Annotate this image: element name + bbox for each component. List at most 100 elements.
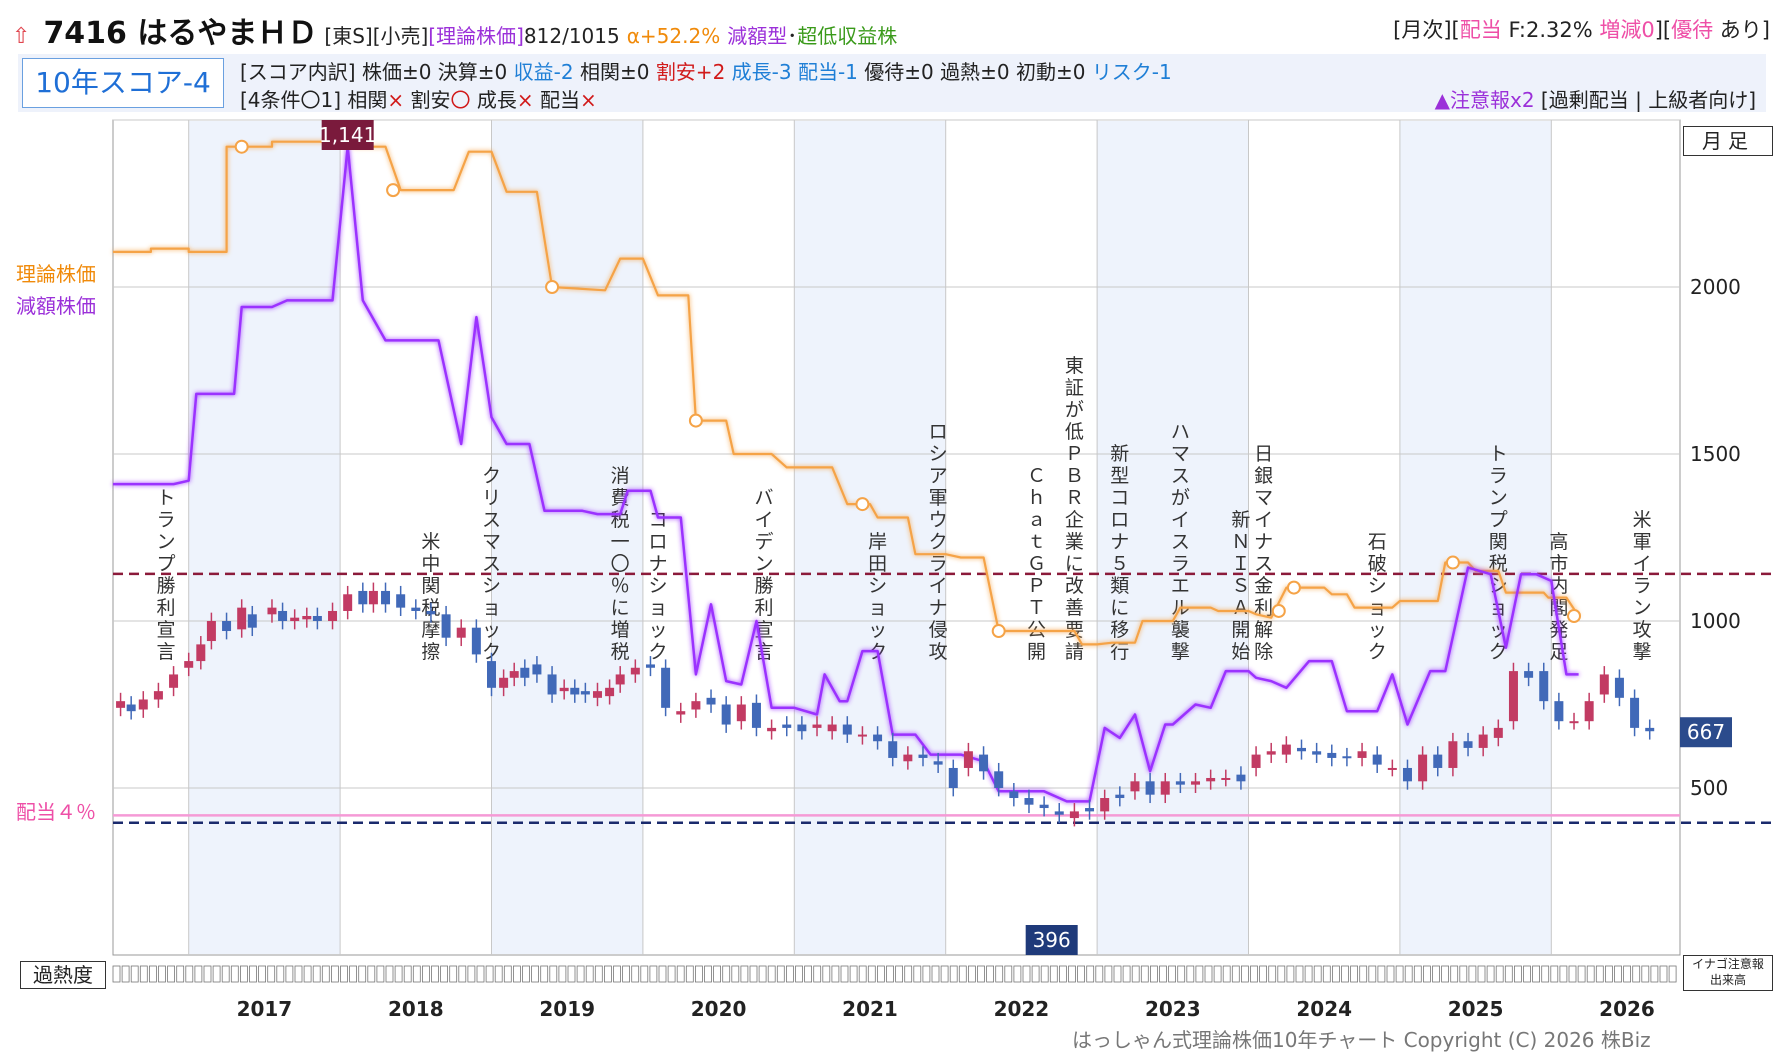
candle-up	[1387, 767, 1397, 770]
overheat-cell	[1004, 965, 1013, 983]
event-label: トランプ勝利宣言	[156, 487, 175, 663]
period-low-label-text: 396	[1033, 928, 1071, 952]
event-char: ク	[929, 531, 948, 553]
event-char: 田	[868, 553, 887, 575]
overheat-cell	[412, 965, 421, 983]
candle-down	[1312, 751, 1322, 755]
candle-down	[918, 754, 928, 758]
overheat-cell	[1532, 965, 1540, 983]
event-char: 利	[755, 597, 774, 619]
y-tick-label: 1000	[1690, 609, 1741, 633]
overheat-cell	[1122, 965, 1131, 983]
event-char: ナ	[649, 553, 668, 575]
event-label: 東証が低ＰＢＲ企業に改善要請	[1065, 355, 1084, 663]
year-band	[1399, 121, 1552, 954]
overheat-cell	[931, 965, 940, 983]
event-char: イ	[1254, 509, 1273, 531]
overheat-cell	[312, 965, 321, 983]
event-char: ロ	[649, 531, 668, 553]
candle-down	[1433, 754, 1443, 768]
overheat-cell	[1040, 965, 1049, 983]
candle-up	[343, 594, 353, 611]
event-char: ョ	[868, 597, 887, 619]
overheat-cell	[1204, 965, 1213, 983]
monthly-tag: [月次][	[1393, 18, 1460, 42]
candle-up	[736, 704, 746, 722]
event-char: Ｂ	[1065, 465, 1084, 487]
event-char: ロ	[1110, 509, 1129, 531]
overheat-cell	[440, 965, 449, 983]
market-tags: [東S][小売]	[324, 24, 429, 48]
event-char: イ	[1171, 509, 1190, 531]
candle-down	[1554, 701, 1564, 722]
overheat-cell	[886, 965, 894, 983]
overheat-cell	[968, 965, 976, 983]
event-char: ナ	[929, 597, 948, 619]
event-char: ロ	[929, 421, 948, 443]
overheat-cell	[549, 965, 558, 983]
overheat-cell	[230, 965, 239, 983]
overheat-cell	[867, 965, 876, 983]
event-char: 新	[1231, 509, 1250, 531]
overheat-cell	[1104, 965, 1113, 983]
cond-cheap: 割安	[404, 88, 451, 112]
event-char: 日	[1254, 443, 1273, 465]
x-tick-label: 2018	[388, 997, 444, 1021]
event-char: Ａ	[1231, 597, 1250, 619]
candle-up	[184, 661, 194, 668]
overheat-cell	[476, 965, 485, 983]
overheat-cell	[239, 965, 248, 983]
cond-mark: ×	[516, 88, 534, 112]
event-char: 改	[1065, 575, 1084, 597]
event-char: 侵	[929, 619, 948, 641]
event-char: ト	[156, 487, 175, 509]
event-char: が	[1065, 399, 1084, 421]
overheat-cell	[1222, 965, 1231, 983]
overheat-cell	[330, 965, 339, 983]
event-char: ラ	[1489, 465, 1508, 487]
x-tick-label: 2025	[1448, 997, 1504, 1021]
event-label: 岸田ショック	[868, 531, 887, 663]
event-label: 米中関税摩擦	[421, 531, 440, 663]
overheat-cell	[1504, 965, 1513, 983]
overheat-cell	[1432, 965, 1440, 983]
overheat-cell	[1286, 965, 1295, 983]
overheat-cell	[1268, 965, 1277, 983]
overheat-cell	[695, 965, 703, 983]
candle-down	[278, 610, 288, 621]
overheat-cell	[1241, 965, 1249, 983]
warnings: ▲注意報x2 [過剰配当 | 上級者向け]	[1435, 84, 1756, 113]
overheat-cell	[1632, 965, 1641, 983]
overheat-cell	[1659, 965, 1668, 983]
event-char: ス	[482, 509, 501, 531]
event-char: 軍	[929, 487, 948, 509]
candle-up	[328, 610, 338, 621]
overheat-cell	[740, 965, 749, 983]
event-char: Ｃ	[1027, 465, 1046, 487]
event-char: 摩	[421, 619, 440, 641]
cond-growth: 成長	[470, 88, 517, 112]
candle-down	[570, 687, 580, 695]
overheat-cell	[513, 965, 521, 983]
score-growth: 成長-3	[731, 60, 792, 84]
candle-up	[676, 711, 686, 715]
monthly-button[interactable]: 月足	[1683, 126, 1773, 156]
candle-down	[1614, 677, 1624, 698]
candle-down	[1236, 774, 1246, 782]
change-value: 増減0	[1599, 18, 1655, 42]
cond-mark: ×	[387, 88, 405, 112]
inago-volume-box[interactable]: イナゴ注意報 出来高	[1683, 955, 1773, 991]
event-char: ５	[1110, 553, 1129, 575]
event-char: 中	[421, 553, 440, 575]
candle-down	[994, 771, 1004, 788]
x-tick-label: 2026	[1599, 997, 1655, 1021]
overheat-cell	[731, 965, 740, 983]
theory-label: [理論株価]	[428, 24, 524, 48]
event-char: 類	[1110, 575, 1129, 597]
event-char: 擦	[421, 641, 440, 663]
overheat-cell	[658, 965, 667, 983]
overheat-cell	[403, 965, 412, 983]
overheat-cell	[822, 965, 831, 983]
overheat-cell	[631, 965, 640, 983]
event-label: 石破ショック	[1368, 531, 1387, 663]
